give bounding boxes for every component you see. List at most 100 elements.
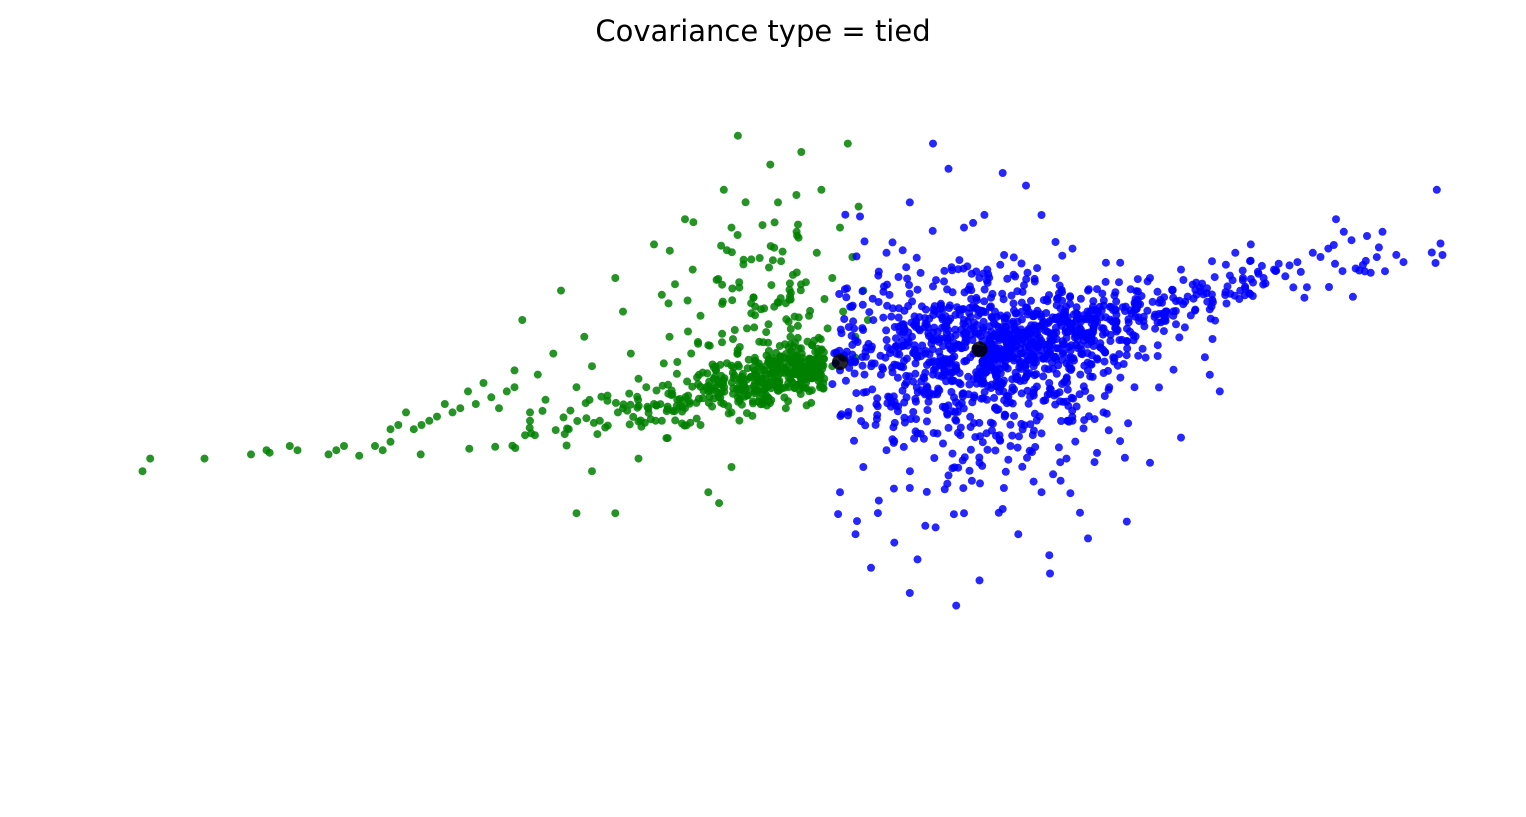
blue-point: [922, 417, 931, 426]
green-point: [815, 374, 824, 383]
blue-point: [1033, 264, 1042, 273]
green-point: [820, 354, 829, 363]
blue-point: [1200, 353, 1209, 362]
blue-point: [1110, 291, 1119, 300]
green-point: [651, 416, 660, 425]
blue-point: [1080, 416, 1089, 425]
green-point: [456, 404, 465, 413]
blue-point: [1083, 349, 1092, 358]
blue-point: [1006, 420, 1015, 429]
blue-point: [1338, 267, 1347, 276]
blue-point: [980, 210, 989, 219]
green-point: [797, 344, 805, 353]
blue-point: [987, 293, 995, 302]
blue-point: [1179, 300, 1188, 309]
blue-point: [894, 273, 903, 281]
blue-point: [922, 320, 931, 329]
green-point: [687, 349, 696, 358]
blue-point: [1093, 355, 1102, 364]
blue-point: [1076, 508, 1084, 517]
blue-point: [912, 319, 921, 328]
blue-point: [1005, 335, 1014, 344]
blue-point: [958, 305, 967, 314]
blue-point: [915, 326, 924, 335]
green-point: [626, 400, 635, 409]
blue-point: [849, 317, 858, 326]
blue-point: [1023, 268, 1032, 277]
green-point: [812, 248, 821, 257]
blue-point: [844, 323, 853, 332]
blue-point: [944, 471, 953, 480]
blue-point: [872, 400, 881, 409]
blue-point: [1358, 261, 1367, 269]
green-point: [675, 402, 684, 411]
blue-point: [1015, 432, 1023, 441]
green-point: [659, 359, 668, 368]
blue-point: [1141, 353, 1150, 362]
blue-point: [888, 435, 897, 444]
green-point: [812, 358, 820, 367]
green-point: [549, 349, 558, 358]
green-point: [785, 279, 794, 288]
blue-point: [905, 281, 913, 289]
blue-point: [1109, 306, 1118, 315]
blue-point: [1225, 271, 1234, 280]
green-point: [778, 247, 787, 256]
blue-point: [1086, 394, 1095, 403]
mean-point: [971, 341, 988, 358]
green-point: [714, 275, 723, 283]
blue-point: [940, 322, 949, 331]
blue-point: [852, 252, 861, 261]
green-point: [672, 369, 681, 378]
blue-point: [1191, 305, 1200, 314]
blue-point: [841, 376, 850, 385]
blue-point: [979, 379, 988, 388]
green-point: [440, 400, 449, 408]
blue-point: [1134, 313, 1143, 322]
green-point: [767, 281, 776, 290]
green-point: [671, 416, 680, 425]
blue-point: [964, 317, 972, 326]
blue-point: [986, 418, 995, 427]
blue-point: [1068, 244, 1077, 253]
blue-point: [947, 388, 956, 396]
blue-point: [1063, 385, 1072, 394]
blue-point: [917, 377, 926, 386]
blue-point: [1427, 248, 1436, 257]
blue-point: [848, 350, 857, 359]
blue-point: [847, 302, 856, 311]
blue-point: [987, 363, 996, 372]
blue-point: [902, 263, 911, 272]
blue-point: [1000, 251, 1009, 259]
green-point: [793, 333, 802, 342]
blue-point: [1300, 293, 1309, 302]
blue-point: [909, 408, 918, 416]
blue-point: [1351, 264, 1360, 273]
green-point: [717, 241, 726, 250]
green-point: [784, 317, 793, 326]
blue-point: [1116, 258, 1125, 267]
blue-point: [898, 386, 907, 395]
blue-point: [868, 294, 877, 303]
blue-point: [1098, 289, 1107, 298]
blue-point: [1012, 375, 1021, 384]
blue-point: [940, 485, 949, 494]
blue-point: [1051, 238, 1060, 246]
blue-point: [999, 295, 1008, 304]
blue-point: [1093, 285, 1101, 294]
series-green-points: [138, 131, 872, 518]
blue-point: [1035, 324, 1044, 333]
blue-point: [1205, 370, 1214, 379]
green-point: [526, 408, 534, 417]
green-point: [593, 430, 602, 439]
blue-point: [1115, 278, 1123, 287]
green-point: [665, 246, 674, 255]
blue-point: [1099, 369, 1108, 377]
green-point: [611, 509, 620, 518]
green-point: [806, 306, 815, 315]
blue-point: [940, 368, 949, 377]
green-point: [559, 413, 568, 422]
blue-point: [1001, 356, 1010, 365]
green-point: [557, 286, 565, 295]
blue-point: [899, 442, 908, 451]
